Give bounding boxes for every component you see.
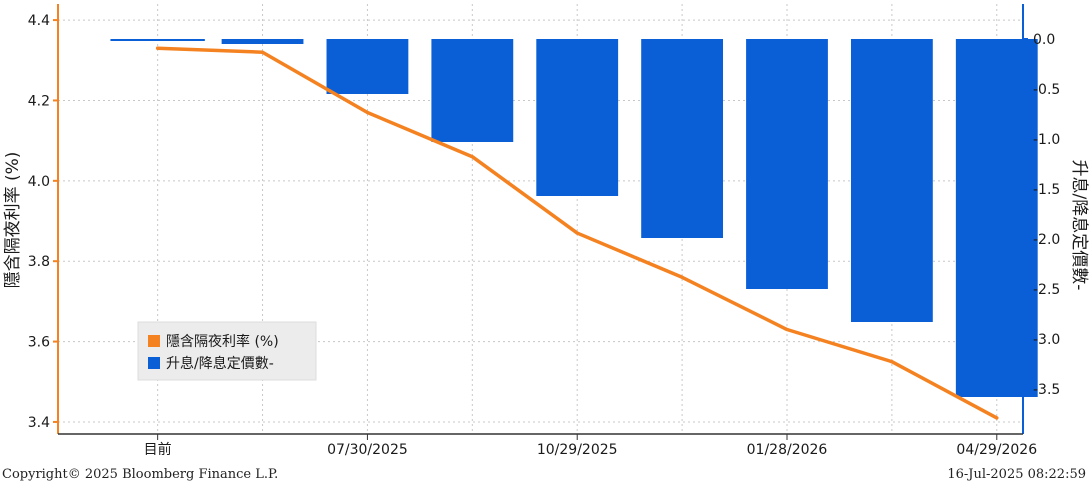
- bar-7: [850, 39, 933, 322]
- legend-swatch-line: [148, 335, 160, 347]
- x-tick-label: 04/29/2026: [956, 442, 1037, 458]
- rate-chart: 3.4 3.6 3.8 4.0 4.2 4.4 0.0 -0.5 -1.0 -1.5 -2.0 -2…: [3, 4, 1089, 458]
- right-tick-label: -0.5: [1033, 82, 1060, 98]
- left-tick-label: 4.4: [28, 13, 50, 29]
- line-point-3: [470, 155, 474, 159]
- x-tick-label: 07/30/2025: [327, 442, 408, 458]
- right-tick-label: -2.0: [1033, 232, 1060, 248]
- y-axis-left-title: 隱含隔夜利率 (%): [3, 152, 23, 289]
- right-tick-label: -2.5: [1033, 282, 1060, 298]
- left-tick-label: 4.0: [28, 174, 50, 190]
- bar-4: [536, 39, 619, 196]
- bar-8: [955, 39, 1038, 397]
- line-point-0: [156, 46, 160, 50]
- left-tick-label: 3.6: [28, 335, 50, 351]
- x-tick-label: 01/28/2026: [747, 442, 828, 458]
- bar-3: [431, 39, 514, 142]
- legend-swatch-bar: [148, 357, 160, 369]
- line-point-2: [365, 111, 369, 115]
- line-point-1: [261, 50, 265, 54]
- legend-label-line: 隱含隔夜利率 (%): [166, 333, 279, 350]
- x-tick-label: 目前: [144, 441, 172, 458]
- line-point-7: [890, 360, 894, 364]
- legend-label-bar: 升息/降息定價數-: [166, 355, 274, 372]
- copyright-text: Copyright© 2025 Bloomberg Finance L.P.: [2, 467, 279, 482]
- right-axis-ticks: 0.0 -0.5 -1.0 -1.5 -2.0 -2.5 -3.0 -3.5: [1023, 32, 1060, 398]
- right-tick-label: 0.0: [1033, 32, 1055, 48]
- right-tick-label: -3.0: [1033, 332, 1060, 348]
- bar-6: [746, 39, 828, 289]
- y-axis-right-title: 升息/降息定價數-: [1069, 160, 1089, 291]
- timestamp-text: 16-Jul-2025 08:22:59: [947, 467, 1086, 482]
- x-axis-ticks: 目前 07/30/2025 10/29/2025 01/28/2026 04/29/20…: [144, 434, 1037, 458]
- line-point-6: [785, 328, 789, 332]
- bar-2: [326, 39, 409, 94]
- right-tick-label: -3.5: [1033, 382, 1060, 398]
- left-tick-label: 3.8: [28, 254, 50, 270]
- bars-group: [110, 39, 1038, 397]
- right-tick-label: -1.0: [1033, 132, 1060, 148]
- line-point-8: [995, 416, 999, 420]
- line-point-5: [680, 275, 684, 279]
- left-tick-label: 4.2: [28, 93, 50, 109]
- left-tick-label: 3.4: [28, 415, 50, 431]
- bar-5: [641, 39, 724, 238]
- axes-group: [57, 4, 1024, 435]
- line-point-4: [575, 231, 579, 235]
- legend: 隱含隔夜利率 (%) 升息/降息定價數-: [137, 321, 317, 381]
- line-group: [155, 46, 999, 420]
- bar-1: [221, 39, 304, 44]
- legend-background: [137, 321, 317, 381]
- bar-0: [110, 39, 205, 41]
- right-tick-label: -1.5: [1033, 182, 1060, 198]
- x-tick-label: 10/29/2025: [537, 442, 618, 458]
- left-axis-ticks: 3.4 3.6 3.8 4.0 4.2 4.4: [28, 13, 58, 431]
